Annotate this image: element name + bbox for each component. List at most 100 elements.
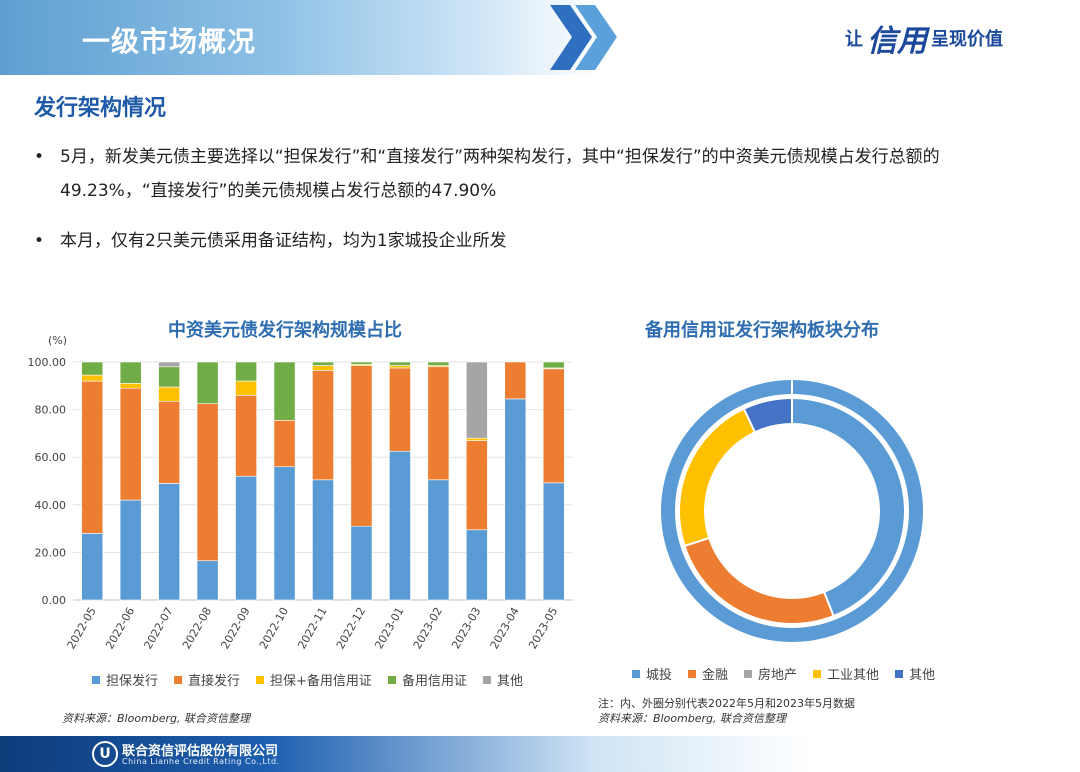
legend-label: 其他 [496,674,523,689]
bar-segment [196,403,219,562]
legend-swatch [92,675,100,684]
bar-segment [504,361,527,400]
legend-label: 城投 [646,668,673,683]
legend-item: 其他 [895,664,935,683]
donut-legend: 城投 金融 房地产 工业其他 其他 [632,664,951,683]
legend-swatch [387,675,396,684]
bar-segment [389,367,411,452]
x-tick-label: 2023-05 [526,605,560,651]
bar-segment [465,437,488,441]
bar-segment [235,475,257,601]
x-tick-label: 2022-06 [103,605,137,651]
bar-segment [312,361,334,366]
y-tick-label: 0.00 [42,594,67,607]
legend-item: 备用信用证 [387,670,467,689]
bar-segment [158,386,181,402]
bullet-item: • 本月，仅有2只美元债采用备证结构，均为1家城投企业所发 [34,224,1040,258]
legend-swatch [256,675,265,684]
bar-segment [81,533,104,601]
footer-company-en: China Lianhe Credit Rating Co.,Ltd. [122,757,280,766]
y-tick-label: 20.00 [35,546,67,559]
footer-company-cn: 联合资信评估股份有限公司 [122,744,279,759]
legend-label: 其他 [909,668,936,683]
bar-segment [119,499,142,601]
bar-segment [158,483,181,601]
x-tick-label: 2022-05 [65,605,99,651]
bar-chart: (%) 0.00 20.00 40.00 60.00 80.00 100.00 2022-05… [28,336,573,651]
slogan-post: 呈现价值 [931,29,1003,50]
bar-segment [427,361,450,366]
x-tick-label: 2023-03 [449,605,483,651]
bar-segment [235,361,257,382]
donut-chart [661,380,923,642]
company-logo-icon: U [92,741,118,767]
legend-item: 担保+备用信用证 [256,670,372,689]
bullet-dot-icon: • [34,147,45,167]
legend-item: 工业其他 [813,664,879,683]
bar-segment [273,420,296,468]
x-tick-label: 2022-08 [180,605,214,651]
legend-item: 城投 [632,664,672,683]
bar-segment [427,366,450,481]
bar-segment [389,450,411,601]
x-tick-label: 2023-01 [372,605,406,651]
y-axis-label: (%) [48,336,67,347]
bar-segment [542,368,565,484]
bar-segment [350,525,373,601]
bullet-dot-icon: • [34,231,45,251]
bar-segment [119,387,142,501]
bar-segment [389,365,411,369]
legend-label: 直接发行 [188,674,241,689]
bar-segment [504,398,527,601]
y-tick-label: 60.00 [35,451,67,464]
legend-swatch [895,669,904,678]
footer-band [0,736,1080,772]
bar-segment [312,365,334,371]
bar-source: 资料来源：Bloomberg, 联合资信整理 [62,712,251,725]
bar-segment [465,440,488,531]
bar-segment [235,395,257,477]
bar-segment [158,400,181,484]
page-title: 一级市场概况 [82,25,257,58]
bar-segment [81,380,104,534]
bar-chart-title: 中资美元债发行架构规模占比 [168,320,402,341]
x-tick-label: 2022-09 [218,605,252,651]
bar-segment [389,361,411,366]
bar-segment [350,361,373,365]
bar-segment [158,361,181,368]
x-tick-label: 2022-10 [257,605,291,651]
bar-segment [196,361,219,404]
donut-slice [791,396,906,618]
legend-item: 金融 [688,664,728,683]
bar-segment [542,361,565,369]
x-tick-label: 2023-02 [411,605,445,651]
legend-swatch [744,669,753,678]
x-tick-label: 2022-12 [334,605,368,651]
bar-segment [81,374,104,382]
header-band [0,0,600,75]
bar-segment [312,370,334,481]
bar-segment [119,383,142,389]
section-title: 发行架构情况 [34,96,167,121]
bar-segment [273,466,296,601]
legend-label: 金融 [702,668,729,683]
x-tick-label: 2022-11 [295,605,329,651]
bar-segment [273,361,296,421]
bar-segment [158,366,181,388]
donut-note: 注：内、外圈分别代表2022年5月和2023年5月数据 [598,697,855,710]
bar-segment [81,361,104,376]
slogan: 让 信用 呈现价值 [845,16,1003,60]
bar-segment [196,560,219,601]
bullet-text: 本月，仅有2只美元债采用备证结构，均为1家城投企业所发 [60,231,507,251]
donut-chart-title: 备用信用证发行架构板块分布 [645,320,879,341]
legend-swatch [174,675,183,684]
bar-segment [465,361,488,439]
bar-segment [465,529,488,601]
legend-swatch [688,669,697,678]
donut-slice [683,536,835,625]
y-tick-label: 100.00 [28,356,67,369]
bar-segment [350,365,373,527]
legend-swatch [632,669,640,678]
bar-segment [119,361,142,384]
donut-source: 资料来源：Bloomberg, 联合资信整理 [598,712,787,725]
